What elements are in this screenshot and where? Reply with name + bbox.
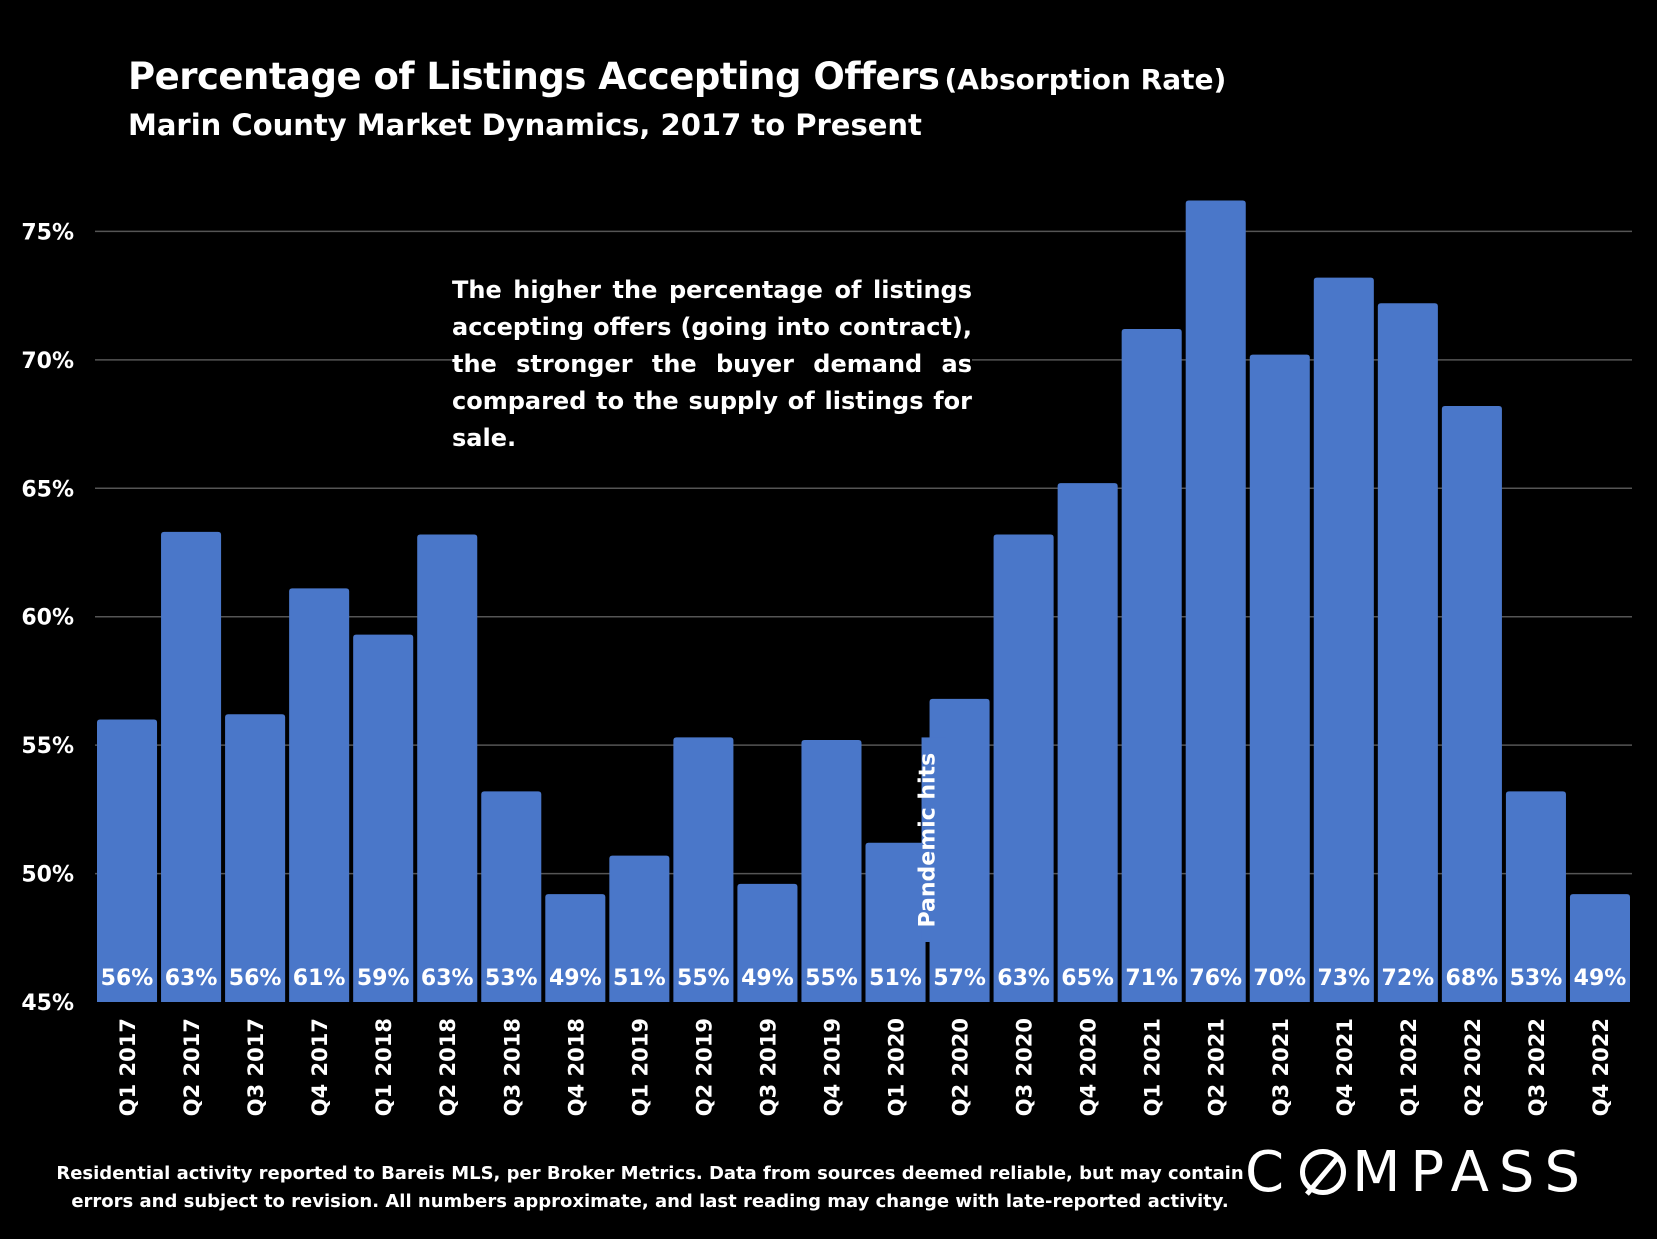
data-label: 61% [293, 966, 346, 991]
data-label: 63% [997, 966, 1050, 991]
data-label: 49% [741, 966, 794, 991]
bar [97, 719, 158, 1002]
bar [417, 534, 478, 1002]
x-tick-label: Q2 2021 [1205, 1018, 1229, 1116]
bar [1249, 354, 1310, 1002]
x-tick-label: Q3 2018 [500, 1018, 524, 1116]
bar [1057, 483, 1118, 1002]
x-tick-label: Q1 2020 [885, 1018, 909, 1116]
y-tick-label: 75% [21, 220, 74, 245]
x-tick-label: Q1 2019 [628, 1018, 652, 1116]
bar [737, 883, 798, 1002]
logo-letter-c: C [1245, 1140, 1295, 1205]
data-label: 51% [869, 966, 922, 991]
x-tick-label: Q1 2017 [116, 1018, 140, 1116]
logo-letters-mpass: MPASS [1352, 1140, 1591, 1205]
x-tick-label: Q2 2018 [436, 1018, 460, 1116]
y-tick-label: 65% [21, 477, 74, 502]
data-label: 55% [677, 966, 730, 991]
y-tick-label: 50% [21, 863, 74, 888]
data-label: 53% [1510, 966, 1563, 991]
bar [1505, 791, 1566, 1002]
data-label: 71% [1125, 966, 1178, 991]
logo-o-icon [1300, 1149, 1347, 1195]
bar [993, 534, 1054, 1002]
x-tick-label: Q3 2019 [756, 1018, 780, 1116]
bar [481, 791, 542, 1002]
y-tick-label: 45% [21, 991, 74, 1016]
data-label: 70% [1253, 966, 1306, 991]
data-label: 53% [485, 966, 538, 991]
footnote-line-1: Residential activity reported to Bareis … [56, 1163, 1244, 1184]
event-marker-band [921, 737, 946, 942]
data-label: 49% [1574, 966, 1627, 991]
bar [1121, 328, 1182, 1002]
x-tick-label: Q1 2018 [372, 1018, 396, 1116]
data-label: 68% [1446, 966, 1499, 991]
data-label: 76% [1189, 966, 1242, 991]
data-label: 73% [1317, 966, 1370, 991]
x-tick-label: Q4 2021 [1333, 1018, 1357, 1116]
data-label: 63% [165, 966, 218, 991]
chart-subtitle: Marin County Market Dynamics, 2017 to Pr… [128, 108, 922, 142]
bar [609, 855, 670, 1002]
x-tick-label: Q1 2021 [1141, 1018, 1165, 1116]
data-label: 63% [421, 966, 474, 991]
chart-title-group: Percentage of Listings Accepting Offers … [128, 55, 1226, 98]
x-tick-label: Q4 2022 [1589, 1018, 1613, 1116]
data-label: 57% [933, 966, 986, 991]
x-tick-label: Q3 2021 [1269, 1018, 1293, 1116]
x-tick-label: Q4 2020 [1077, 1018, 1101, 1116]
compass-logo: C MPASS [1245, 1140, 1590, 1205]
x-tick-label: Q2 2019 [692, 1018, 716, 1116]
event-marker-label: Pandemic hits [916, 753, 941, 928]
x-tick-label: Q2 2017 [180, 1018, 204, 1116]
x-tick-label: Q4 2018 [564, 1018, 588, 1116]
data-label: 65% [1061, 966, 1114, 991]
bar [225, 714, 286, 1002]
x-tick-label: Q2 2020 [949, 1018, 973, 1116]
y-tick-label: 60% [21, 606, 74, 631]
bar [289, 588, 350, 1002]
footnote-line-2: errors and subject to revision. All numb… [71, 1191, 1229, 1212]
chart-title-suffix: (Absorption Rate) [944, 63, 1227, 96]
data-label: 55% [805, 966, 858, 991]
x-tick-label: Q3 2020 [1013, 1018, 1037, 1116]
data-label: 72% [1382, 966, 1435, 991]
bar [1441, 406, 1502, 1002]
x-tick-label: Q4 2017 [308, 1018, 332, 1116]
data-label: 56% [229, 966, 282, 991]
bar [1377, 303, 1438, 1002]
bar [161, 531, 222, 1002]
x-tick-label: Q1 2022 [1397, 1018, 1421, 1116]
data-label: 51% [613, 966, 666, 991]
x-tick-label: Q3 2022 [1525, 1018, 1549, 1116]
bar [865, 842, 926, 1002]
bar [1185, 200, 1246, 1003]
bar [801, 739, 862, 1002]
data-label: 49% [549, 966, 602, 991]
footnote: Residential activity reported to Bareis … [40, 1160, 1260, 1216]
data-label: 56% [101, 966, 154, 991]
y-tick-label: 70% [21, 349, 74, 374]
x-tick-label: Q3 2017 [244, 1018, 268, 1116]
data-label: 59% [357, 966, 410, 991]
chart-title: Percentage of Listings Accepting Offers [128, 55, 940, 98]
bar [1313, 277, 1374, 1002]
y-tick-label: 55% [21, 734, 74, 759]
chart-annotation: The higher the percentage of listings ac… [452, 272, 972, 457]
bar [673, 737, 734, 1002]
bar [545, 894, 606, 1002]
bar [1569, 894, 1630, 1002]
x-tick-label: Q2 2022 [1461, 1018, 1485, 1116]
bar [353, 634, 414, 1002]
x-tick-label: Q4 2019 [820, 1018, 844, 1116]
